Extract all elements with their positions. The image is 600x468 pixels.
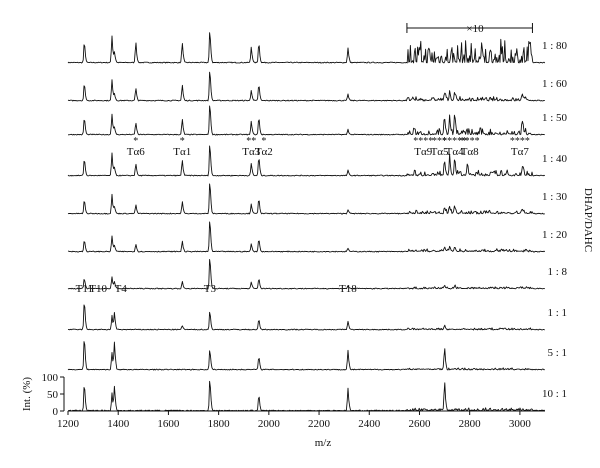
peak-label: Tα5 <box>431 146 449 158</box>
ratio-label: 1 : 80 <box>542 40 568 52</box>
spectrum-trace <box>67 183 545 215</box>
spectrum-trace <box>68 105 545 136</box>
y-tick-label: 100 <box>42 372 59 384</box>
ratio-label: 10 : 1 <box>542 388 567 400</box>
significance-stars: * <box>261 136 266 147</box>
x-tick-label: 2400 <box>358 418 381 430</box>
spectrum-trace <box>67 304 546 331</box>
side-axis-title: DHAP/DAHC <box>582 188 594 252</box>
x-tick-label: 1600 <box>157 418 180 430</box>
spectrum-trace <box>67 258 545 290</box>
peak-label: Tα2 <box>255 146 273 158</box>
significance-stars: **** <box>510 136 530 147</box>
ratio-label: 1 : 40 <box>542 153 568 165</box>
spectra-traces <box>67 32 546 412</box>
peak-label: Tα8 <box>461 146 479 158</box>
peak-label: T10 <box>89 283 107 295</box>
significance-stars: ** <box>246 136 256 147</box>
peak-label: Tα6 <box>127 146 145 158</box>
spectrum-trace <box>67 380 545 412</box>
peak-label: T11 <box>76 283 93 295</box>
ratio-label: 5 : 1 <box>547 347 567 359</box>
ratio-label: 1 : 20 <box>542 229 568 241</box>
peak-label: T4 <box>115 283 128 295</box>
ratio-label: 1 : 30 <box>542 191 568 203</box>
peak-label: T18 <box>339 283 357 295</box>
x-tick-label: 1800 <box>208 418 231 430</box>
ratio-label: 1 : 8 <box>547 266 567 278</box>
significance-stars: **** <box>460 136 480 147</box>
x-tick-label: 2800 <box>459 418 482 430</box>
spectrum-trace <box>67 71 545 102</box>
x-tick-label: 1400 <box>107 418 130 430</box>
peak-label: Tα7 <box>511 146 529 158</box>
y-tick-label: 50 <box>47 389 59 401</box>
y-axis-title: Int. (%) <box>21 377 33 412</box>
spectrum-trace <box>67 145 546 177</box>
x-tick-label: 2200 <box>308 418 331 430</box>
x-axis-title: m/z <box>315 437 332 449</box>
x-tick-label: 2000 <box>258 418 281 430</box>
significance-stars: **** <box>413 136 433 147</box>
peak-label: Tα4 <box>446 146 464 158</box>
peak-label: Tα1 <box>173 146 191 158</box>
zoom-annotation-label: ×10 <box>466 23 484 35</box>
peak-label: Tα9 <box>414 146 432 158</box>
spectrum-trace <box>67 221 546 253</box>
y-tick-label: 0 <box>53 406 59 418</box>
peak-label: T3 <box>204 283 217 295</box>
spectrum-trace <box>67 341 545 371</box>
significance-stars: * <box>133 136 138 147</box>
ratio-labels: 1 : 80 1 : 60 1 : 50 1 : 40 1 : 30 1 : 20 1 : … <box>542 40 568 400</box>
spectrum-trace <box>67 32 546 64</box>
x-tick-label: 1200 <box>57 418 80 430</box>
x-tick-label: 2600 <box>408 418 431 430</box>
ratio-label: 1 : 50 <box>542 112 568 124</box>
x-tick-label: 3000 <box>509 418 532 430</box>
significance-stars: * <box>180 136 185 147</box>
ratio-label: 1 : 60 <box>542 78 568 90</box>
peak-label: Tα3 <box>242 146 260 158</box>
significance-stars: *** <box>432 136 447 147</box>
ratio-label: 1 : 1 <box>547 307 567 319</box>
significance-stars: ***** <box>442 136 467 147</box>
axes: 1200 1400 1600 1800 2000 2200 2400 2600 2800 3000… <box>42 23 545 430</box>
